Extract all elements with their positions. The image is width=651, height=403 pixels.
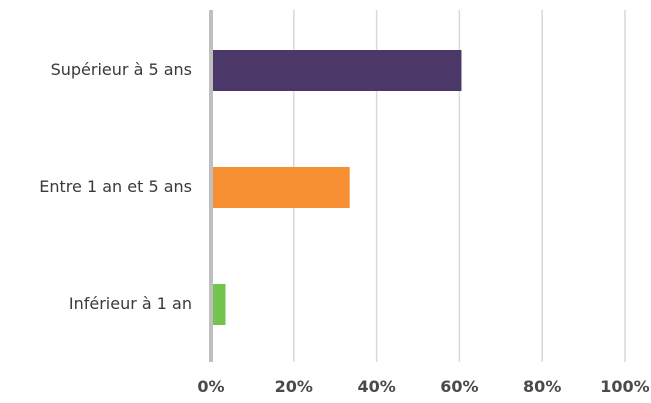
bar-2 [211, 167, 350, 208]
x-tick-label-40pct: 40% [357, 377, 395, 396]
bar-1 [211, 50, 462, 91]
category-label-2: Entre 1 an et 5 ans [39, 177, 192, 196]
category-label-3: Inférieur à 1 an [69, 294, 192, 313]
x-tick-label-0pct: 0% [197, 377, 224, 396]
x-tick-labels: 0% 20% 40% 60% 80% 100% [197, 377, 649, 396]
category-labels: Supérieur à 5 ans Entre 1 an et 5 ans Infé… [39, 60, 192, 313]
category-label-1: Supérieur à 5 ans [51, 60, 192, 79]
x-tick-label-20pct: 20% [275, 377, 313, 396]
x-tick-label-80pct: 80% [523, 377, 561, 396]
bar-3 [211, 284, 226, 325]
bars [211, 50, 462, 325]
x-tick-label-100pct: 100% [600, 377, 649, 396]
x-tick-label-60pct: 60% [440, 377, 478, 396]
